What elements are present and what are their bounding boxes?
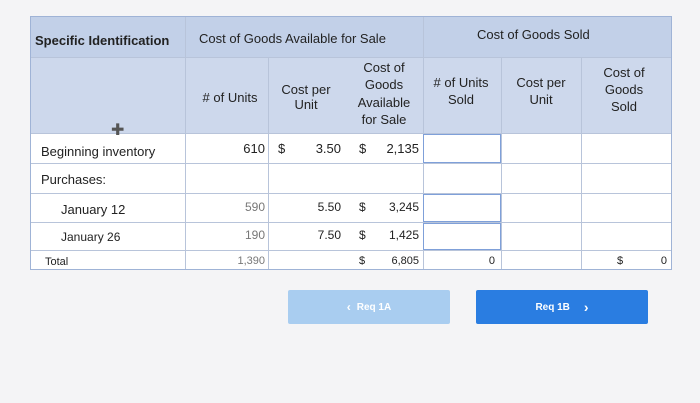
january-12-label: January 12	[61, 202, 126, 217]
january-26-units-sold-input[interactable]	[423, 223, 501, 250]
beginning-dollar-sign: $	[278, 141, 286, 156]
total-units: 1,390	[237, 255, 265, 267]
beginning-units: 610	[243, 141, 265, 156]
subheader-band	[31, 57, 671, 133]
total-dollar-sign: $	[359, 255, 366, 267]
january-12-dollar-sign: $	[359, 200, 366, 214]
total-label: Total	[45, 256, 69, 268]
units-sold-header-line1: # of Units	[433, 75, 489, 90]
cogs-header-line1: Cost of	[603, 65, 645, 80]
purchases-label: Purchases:	[41, 172, 107, 187]
beginning-inventory-label: Beginning inventory	[41, 144, 156, 159]
january-26-total: 1,425	[388, 228, 419, 242]
january-12-units: 590	[244, 200, 265, 214]
january-12-total: 3,245	[388, 200, 419, 214]
chevron-right-icon: ›	[583, 299, 589, 315]
cogs-header-line2: Goods	[604, 82, 644, 97]
total-cost-goods-available: 6,805	[391, 255, 419, 267]
units-header: # of Units	[202, 90, 258, 105]
beginning-units-sold-input[interactable]	[423, 134, 501, 163]
cgas-header-line4: for Sale	[361, 112, 407, 127]
cost-per-unit-sold-header-line2: Unit	[529, 92, 553, 107]
january-12-units-sold-input[interactable]	[423, 194, 501, 222]
beginning-total: 2,135	[386, 141, 419, 156]
cost-table: Specific Identification Cost of Goods Av…	[30, 16, 672, 270]
units-sold-header-line2: Sold	[447, 92, 475, 107]
cogs-header-line3: Sold	[610, 99, 638, 114]
cost-per-unit-sold-header-line1: Cost per	[516, 75, 566, 90]
chevron-left-icon: ‹	[346, 300, 351, 314]
cost-goods-sold-header: Cost of Goods Sold	[477, 27, 590, 42]
cost-per-unit-header-line1: Cost per	[281, 82, 331, 97]
cost-per-unit-header-line2: Unit	[294, 97, 318, 112]
january-26-cost-per-unit: 7.50	[317, 228, 341, 242]
total-units-sold: 0	[488, 255, 495, 267]
cgas-header-line3: Available	[357, 95, 411, 110]
january-26-dollar-sign: $	[359, 228, 366, 242]
beginning-cost-per-unit: 3.50	[315, 141, 341, 156]
total-cogs: 0	[660, 255, 667, 267]
cost-goods-available-header: Cost of Goods Available for Sale	[199, 31, 386, 46]
cgas-header-line1: Cost of	[363, 60, 405, 75]
january-12-cost-per-unit: 5.50	[317, 200, 341, 214]
header-band	[31, 17, 671, 57]
cgas-header-line2: Goods	[364, 77, 404, 92]
january-26-label: January 26	[61, 230, 121, 244]
prev-req-label: Req 1A	[356, 301, 392, 313]
specific-identification-header: Specific Identification	[35, 33, 170, 48]
next-req-button[interactable]: Req 1B ›	[476, 290, 648, 324]
beginning-total-dollar-sign: $	[359, 141, 367, 156]
plus-icon: ✚	[111, 122, 125, 139]
january-26-units: 190	[244, 228, 265, 242]
prev-req-button[interactable]: ‹ Req 1A	[288, 290, 450, 324]
next-req-label: Req 1B	[535, 301, 570, 313]
total-cogs-dollar-sign: $	[617, 255, 624, 267]
